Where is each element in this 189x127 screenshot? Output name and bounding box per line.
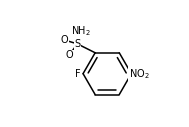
Text: F: F	[74, 69, 80, 79]
Text: NH$_2$: NH$_2$	[70, 24, 91, 38]
Text: S: S	[74, 39, 80, 49]
Text: O: O	[65, 50, 73, 60]
Text: NO$_2$: NO$_2$	[129, 67, 149, 81]
Text: O: O	[61, 35, 68, 45]
